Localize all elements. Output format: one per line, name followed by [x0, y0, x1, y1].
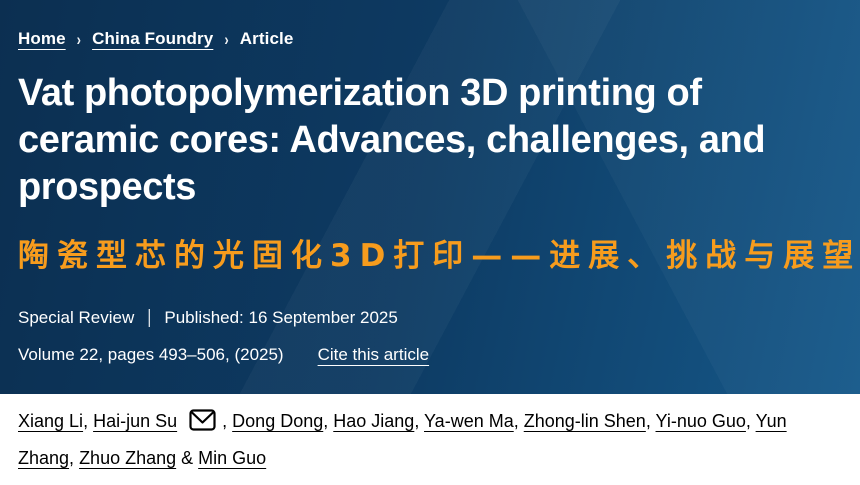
author-link[interactable]: Yi-nuo Guo [655, 411, 746, 431]
author-link[interactable]: Dong Dong [232, 411, 324, 431]
chevron-right-icon: › [224, 29, 229, 49]
chevron-right-icon: › [76, 29, 82, 49]
author-separator: , [323, 411, 334, 431]
author-list: Xiang Li, Hai-jun Su , Dong Dong, Hao Ji… [0, 394, 860, 477]
author-separator: , [745, 411, 756, 431]
author-separator: , [513, 411, 524, 431]
author-link[interactable]: Hai-jun Su [93, 411, 178, 431]
article-title-chinese: 陶瓷型芯的光固化3D打印——进展、挑战与展望 [18, 238, 860, 274]
breadcrumb-link-china-foundry[interactable]: China Foundry [92, 29, 214, 48]
article-title: Vat photopolymerization 3D printing of c… [18, 72, 766, 208]
article-meta-row: Special Review | Published: 16 September… [18, 307, 842, 328]
breadcrumb-current-article: Article [239, 29, 294, 48]
email-envelope-icon[interactable] [189, 409, 216, 431]
article-volume-row: Volume 22, pages 493–506, (2025) Cite th… [18, 345, 842, 365]
volume-pages: Volume 22, pages 493–506, (2025) [18, 345, 284, 364]
author-link[interactable]: Xiang Li [18, 411, 84, 431]
meta-divider: | [147, 307, 152, 328]
cite-this-article-link[interactable]: Cite this article [317, 345, 430, 364]
article-type-label: Special Review [18, 308, 135, 327]
author-link[interactable]: Yun Zhang [18, 411, 787, 468]
author-link[interactable]: Zhuo Zhang [79, 448, 177, 468]
article-header-banner: Home › China Foundry › Article Vat photo… [0, 0, 860, 394]
author-link[interactable]: Zhong-lin Shen [523, 411, 646, 431]
author-separator: , [69, 448, 80, 468]
author-separator-ampersand: & [176, 448, 199, 468]
author-link[interactable]: Ya-wen Ma [424, 411, 514, 431]
author-separator: , [414, 411, 425, 431]
author-separator: , [83, 411, 94, 431]
author-separator: , [645, 411, 656, 431]
published-date: Published: 16 September 2025 [164, 308, 398, 327]
author-link[interactable]: Min Guo [198, 448, 267, 468]
breadcrumb: Home › China Foundry › Article [18, 29, 842, 49]
author-link[interactable]: Hao Jiang [333, 411, 415, 431]
breadcrumb-link-home[interactable]: Home [18, 29, 66, 48]
author-separator: , [222, 411, 233, 431]
